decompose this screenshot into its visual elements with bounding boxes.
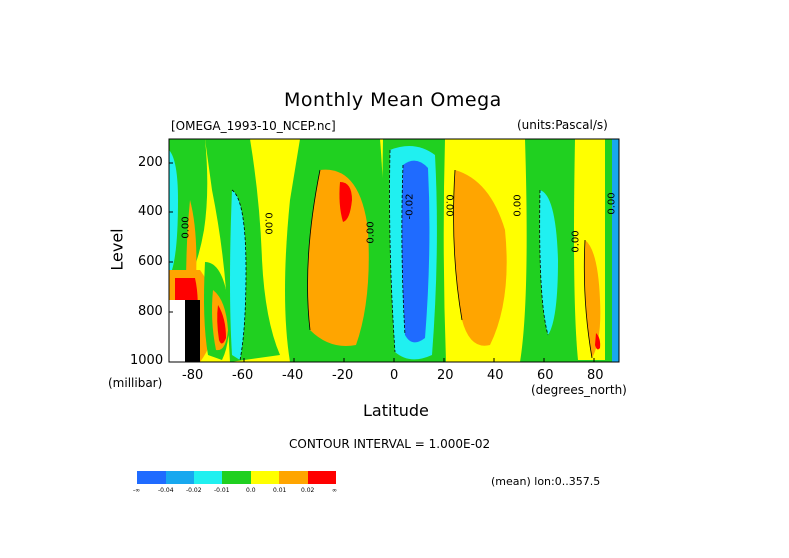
colorbar-label-2: -0.04 (158, 487, 174, 494)
contour-cyan-pole (612, 139, 619, 362)
contour-green-south (169, 139, 208, 300)
y-tick-800: 800 (138, 304, 163, 319)
contour-cyan-n62 (539, 190, 558, 335)
y-axis-label: Level (107, 228, 127, 271)
x-tick-m40: -40 (282, 368, 304, 383)
colorbar-label-8: ∞ (332, 487, 337, 494)
contour-red-s20 (339, 182, 352, 222)
contour-label-8: 0.00 (606, 192, 618, 215)
colorbar-label-7: 0.02 (301, 487, 315, 494)
x-axis-label: Latitude (363, 401, 429, 420)
contour-label-3: 0.00 (365, 221, 377, 244)
dataset-label: [OMEGA_1993-10_NCEP.nc] (171, 119, 336, 133)
contour-orange-n40 (453, 170, 507, 346)
x-tick-m80: -80 (182, 368, 204, 383)
contour-label-1: 0.00 (180, 216, 192, 239)
chart-title: Monthly Mean Omega (284, 89, 502, 111)
contour-blue-eq (401, 160, 430, 343)
colorbar-swatch-5 (251, 471, 279, 484)
colorbar-label-4: -0.01 (214, 487, 230, 494)
y-ticks (169, 162, 173, 363)
contour-label-5: 0.00 (443, 194, 455, 217)
y-tick-1000: 1000 (130, 353, 164, 368)
contour-orange-n82 (584, 240, 601, 358)
negative-contours (231, 149, 549, 361)
x-units-label: (degrees_north) (531, 383, 627, 397)
x-tick-m20: -20 (332, 368, 354, 383)
contour-red-s70 (217, 305, 226, 344)
colorbar-label-3: -0.02 (186, 487, 202, 494)
x-tick-20: 20 (437, 368, 454, 383)
y-tick-200: 200 (138, 155, 163, 170)
colorbar-label-5: 0.0 (246, 487, 256, 494)
x-tick-60: 60 (537, 368, 554, 383)
y-tick-600: 600 (138, 254, 163, 269)
missing-data (169, 300, 185, 362)
colorbar-swatch-4 (222, 471, 251, 484)
positive-contours (307, 169, 593, 359)
colorbar-swatch-1 (137, 471, 166, 484)
contour-label-6: 0.00 (512, 194, 524, 217)
contour-label-2: 0.00 (262, 212, 274, 235)
y-tick-400: 400 (138, 204, 163, 219)
colorbar-swatch-2 (166, 471, 194, 484)
contour-label-7: 0.00 (570, 230, 582, 253)
contour-dense-lines (185, 300, 200, 362)
contour-label-4: -0.02 (404, 193, 416, 220)
x-ticks (193, 358, 595, 362)
colorbar-swatch-6 (279, 471, 308, 484)
colorbar-label-1: -∞ (133, 487, 141, 494)
colorbar-swatch-3 (194, 471, 222, 484)
x-tick-80: 80 (587, 368, 604, 383)
contour-cyan-s50 (230, 190, 246, 360)
x-tick-0: 0 (390, 368, 399, 383)
x-tick-40: 40 (487, 368, 504, 383)
contour-orange-s20 (307, 169, 369, 346)
contour-cyan-south (169, 150, 178, 270)
contour-red-n82 (595, 333, 601, 350)
y-units-label: (millibar) (108, 376, 163, 390)
colorbar-swatch-7 (308, 471, 336, 484)
contour-field (169, 139, 619, 362)
contour-interval-label: CONTOUR INTERVAL = 1.000E-02 (289, 437, 491, 451)
mean-label: (mean) lon:0..357.5 (491, 475, 601, 488)
colorbar-label-6: 0.01 (273, 487, 287, 494)
contour-green-pole (606, 139, 612, 362)
x-tick-m60: -60 (232, 368, 254, 383)
units-label: (units:Pascal/s) (517, 118, 608, 132)
colorbar (137, 471, 336, 484)
